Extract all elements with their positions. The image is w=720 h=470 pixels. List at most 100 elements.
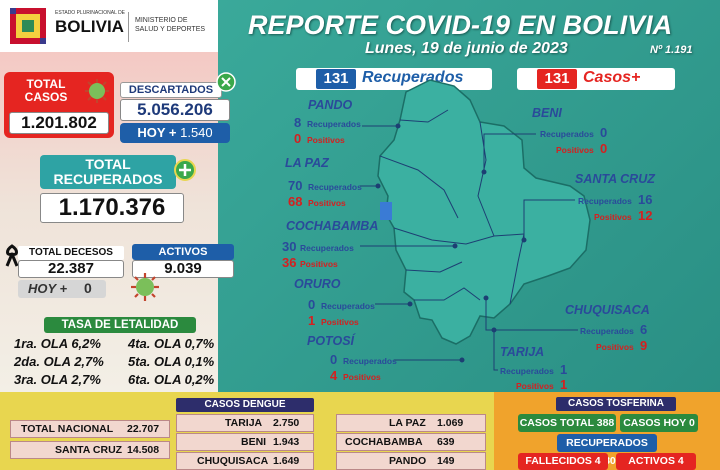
dengue-lapaz-row: LA PAZ 1.069	[336, 414, 486, 432]
dengue-cochabamba-label: COCHABAMBA	[345, 436, 423, 448]
total-casos-value: 1.201.802	[9, 112, 109, 134]
dept-lapaz-pos: 68	[288, 194, 303, 209]
dengue-title: CASOS DENGUE	[176, 398, 314, 412]
tos-fallecidos-box: FALLECIDOS 4	[518, 453, 608, 470]
dept-cochabamba-name: COCHABAMBA	[286, 219, 379, 233]
dept-oruro-rec-label: Recuperados	[321, 301, 375, 311]
tos-activos-value: 4	[677, 455, 684, 467]
dengue-cochabamba-row: COCHABAMBA 639	[336, 433, 486, 451]
report-title: REPORTE COVID-19 EN BOLIVIA	[248, 10, 673, 40]
dept-pando-rec-label: Recuperados	[307, 119, 361, 129]
dept-potosi-name: POTOSÍ	[307, 334, 355, 348]
ola-2: 2da. OLA 2,7%	[14, 354, 104, 369]
tos-recuperados-box: RECUPERADOS 380	[557, 434, 657, 467]
dept-tarija-rec-label: Recuperados	[500, 366, 554, 376]
dept-lapaz-pos-label: Positivos	[308, 198, 346, 208]
dept-cochabamba-pos: 36	[282, 255, 297, 270]
dengue-tarija-value: 2.750	[273, 417, 300, 429]
tos-fallecidos-label: FALLECIDOS	[525, 455, 592, 467]
hoy-descartados-value: 1.540	[180, 125, 213, 140]
dept-tarija-pos: 1	[560, 377, 568, 392]
dengue-santa-cruz-row: SANTA CRUZ 14.508	[10, 441, 170, 459]
tos-casos-total-value: 388	[596, 417, 615, 429]
activos-value: 9.039	[132, 260, 234, 278]
dengue-total-nacional-row: TOTAL NACIONAL 22.707	[10, 420, 170, 438]
dept-beni-name: BENI	[532, 106, 562, 120]
casos-legend-label: Casos+	[583, 69, 641, 86]
dept-beni-rec: 0	[600, 125, 608, 140]
total-decesos-label: TOTAL DECESOS	[18, 246, 124, 260]
plus-circle-icon	[174, 159, 196, 181]
black-ribbon-icon	[4, 244, 20, 268]
dept-pando-pos: 0	[294, 131, 302, 146]
ola-6: 6ta. OLA 0,2%	[128, 372, 215, 387]
hoy-decesos-label: HOY +	[28, 281, 68, 296]
tos-casos-hoy-value: 0	[688, 417, 695, 429]
tos-casos-hoy-box: CASOS HOY 0	[620, 414, 698, 432]
descartados-value: 5.056.206	[120, 99, 230, 121]
dept-santacruz-name: SANTA CRUZ	[575, 172, 655, 186]
tosferina-title: CASOS TOSFERINA	[556, 397, 676, 411]
dengue-total-nacional-label: TOTAL NACIONAL	[21, 423, 114, 435]
dengue-lapaz-label: LA PAZ	[389, 417, 426, 429]
casos-legend: 131 Casos+	[517, 68, 675, 90]
hoy-decesos-value: 0	[84, 280, 92, 296]
tos-casos-total-label: CASOS TOTAL	[519, 417, 594, 429]
coat-of-arms-icon	[8, 6, 48, 46]
dengue-beni-label: BENI	[241, 436, 267, 448]
total-recuperados-value: 1.170.376	[40, 193, 184, 223]
ola-1: 1ra. OLA 6,2%	[14, 336, 101, 351]
dept-oruro-rec: 0	[308, 297, 316, 312]
dengue-beni-value: 1.943	[273, 436, 300, 448]
dept-chuquisaca-name: CHUQUISACA	[565, 303, 650, 317]
report-date: Lunes, 19 de junio de 2023	[365, 40, 568, 57]
header-divider	[128, 12, 129, 42]
dept-santacruz-rec: 16	[638, 192, 653, 207]
dept-chuquisaca-pos-label: Positivos	[596, 342, 634, 352]
tos-activos-box: ACTIVOS 4	[616, 453, 696, 470]
hoy-descartados-label: HOY +	[137, 125, 177, 140]
dengue-tarija-label: TARIJA	[225, 417, 263, 429]
dengue-tarija-row: TARIJA 2.750	[176, 414, 314, 432]
dengue-chuquisaca-row: CHUQUISACA 1.649	[176, 452, 314, 470]
dept-beni-pos-label: Positivos	[556, 145, 594, 155]
dept-lapaz-rec: 70	[288, 178, 303, 193]
dept-tarija-name: TARIJA	[500, 345, 545, 359]
casos-count: 131	[537, 69, 577, 89]
estado-text: ESTADO PLURINACIONAL DE	[55, 10, 126, 16]
dept-lapaz-name: LA PAZ	[285, 156, 329, 170]
dept-cochabamba-rec: 30	[282, 239, 297, 254]
dengue-pando-value: 149	[437, 455, 455, 467]
report-number: Nº 1.191	[650, 44, 693, 56]
dept-chuquisaca-pos: 9	[640, 338, 648, 353]
dengue-total-nacional-value: 22.707	[127, 423, 160, 435]
total-casos-card: TOTAL CASOS 1.201.802	[4, 72, 114, 138]
dept-chuquisaca-rec: 6	[640, 322, 648, 337]
dept-potosi-rec: 0	[330, 352, 338, 367]
ola-4: 4ta. OLA 0,7%	[128, 336, 215, 351]
recuperados-count: 131	[316, 69, 356, 89]
tos-activos-label: ACTIVOS	[628, 455, 675, 467]
dept-pando-name: PANDO	[308, 98, 353, 112]
dept-cochabamba-pos-label: Positivos	[300, 259, 338, 269]
dengue-pando-label: PANDO	[389, 455, 427, 467]
dept-lapaz-rec-label: Recuperados	[308, 182, 362, 192]
dept-beni-pos: 0	[600, 141, 608, 156]
total-recuperados-label: TOTAL RECUPERADOS	[40, 155, 176, 189]
header-logo-area: ESTADO PLURINACIONAL DE BOLIVIA MINISTER…	[0, 0, 218, 52]
descartados-card: DESCARTADOS 5.056.206 HOY + 1.540	[118, 72, 236, 144]
dept-cochabamba-rec-label: Recuperados	[300, 243, 354, 253]
tos-casos-total-box: CASOS TOTAL 388	[518, 414, 616, 432]
dengue-chuquisaca-label: CHUQUISACA	[197, 455, 269, 467]
dengue-chuquisaca-value: 1.649	[273, 455, 300, 467]
ministry-line2: SALUD Y DEPORTES	[135, 26, 206, 33]
tos-casos-hoy-label: CASOS HOY	[623, 417, 687, 429]
dept-santacruz-rec-label: Recuperados	[578, 196, 632, 206]
virus-small-icon	[130, 272, 160, 302]
dept-beni-rec-label: Recuperados	[540, 129, 594, 139]
dept-oruro-name: ORURO	[294, 277, 341, 291]
dept-oruro-pos-label: Positivos	[321, 317, 359, 327]
dept-santacruz-pos-label: Positivos	[594, 212, 632, 222]
hoy-descartados-box: HOY + 1.540	[120, 123, 230, 143]
discarded-check-icon	[216, 72, 236, 92]
